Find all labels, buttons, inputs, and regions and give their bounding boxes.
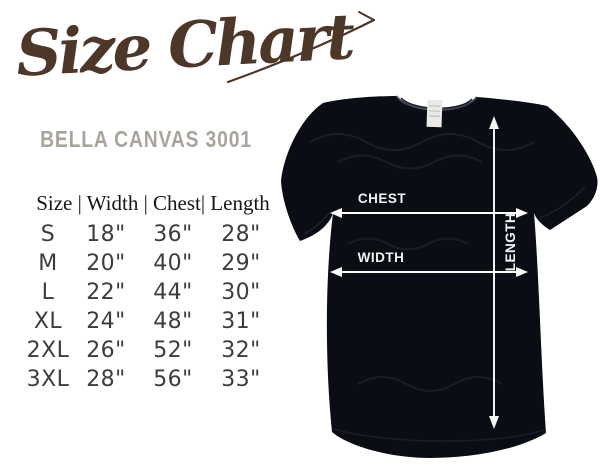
width-cell: 24" [86,309,126,334]
table-row: 3XL 28" 56" 33" [22,365,284,394]
length-arrow [489,116,499,429]
length-cell: 28" [221,222,261,247]
tshirt-silhouette [281,96,598,458]
size-cell: S [40,222,56,247]
length-cell: 30" [221,280,261,305]
length-cell: 31" [221,309,261,334]
chest-label: CHEST [358,191,407,206]
size-cell: XL [33,309,63,334]
product-subtitle: BELLA CANVAS 3001 [40,126,252,152]
neck-tag [426,99,443,128]
size-cell: L [41,280,55,305]
title-flourish-stroke [226,11,376,84]
table-row: L 22" 44" 30" [22,278,284,307]
length-cell: 29" [221,251,261,276]
right-cuff-seam [539,186,586,219]
width-arrow [330,267,528,277]
table-row: M 20" 40" 29" [22,249,284,278]
chest-cell: 48" [153,309,193,334]
table-row: XL 24" 48" 31" [22,307,284,336]
chest-cell: 36" [153,222,193,247]
chest-cell: 56" [153,367,193,392]
width-cell: 18" [86,222,126,247]
length-cell: 32" [221,338,261,363]
table-row: 2XL 26" 52" 32" [22,336,284,365]
length-cell: 33" [221,367,261,392]
width-cell: 28" [86,367,126,392]
width-label: WIDTH [358,250,405,265]
chest-cell: 44" [153,280,193,305]
size-cell: M [38,251,58,276]
chest-arrow [330,208,528,218]
shirt-diagram: CHEST WIDTH LENGTH [281,95,598,458]
width-cell: 26" [86,338,126,363]
chest-cell: 40" [153,251,193,276]
size-cell: 3XL [26,367,70,392]
width-cell: 22" [86,280,126,305]
width-cell: 20" [86,251,126,276]
left-cuff-seam [303,211,331,235]
length-label: LENGTH [503,213,518,272]
size-cell: 2XL [26,338,70,363]
chest-cell: 52" [153,338,193,363]
table-row: S 18" 36" 28" [22,220,284,249]
size-table: Size | Width | Chest| Length S 18" 36" 2… [22,191,284,394]
table-header: Size | Width | Chest| Length [36,191,270,215]
hem-seam [333,428,545,442]
